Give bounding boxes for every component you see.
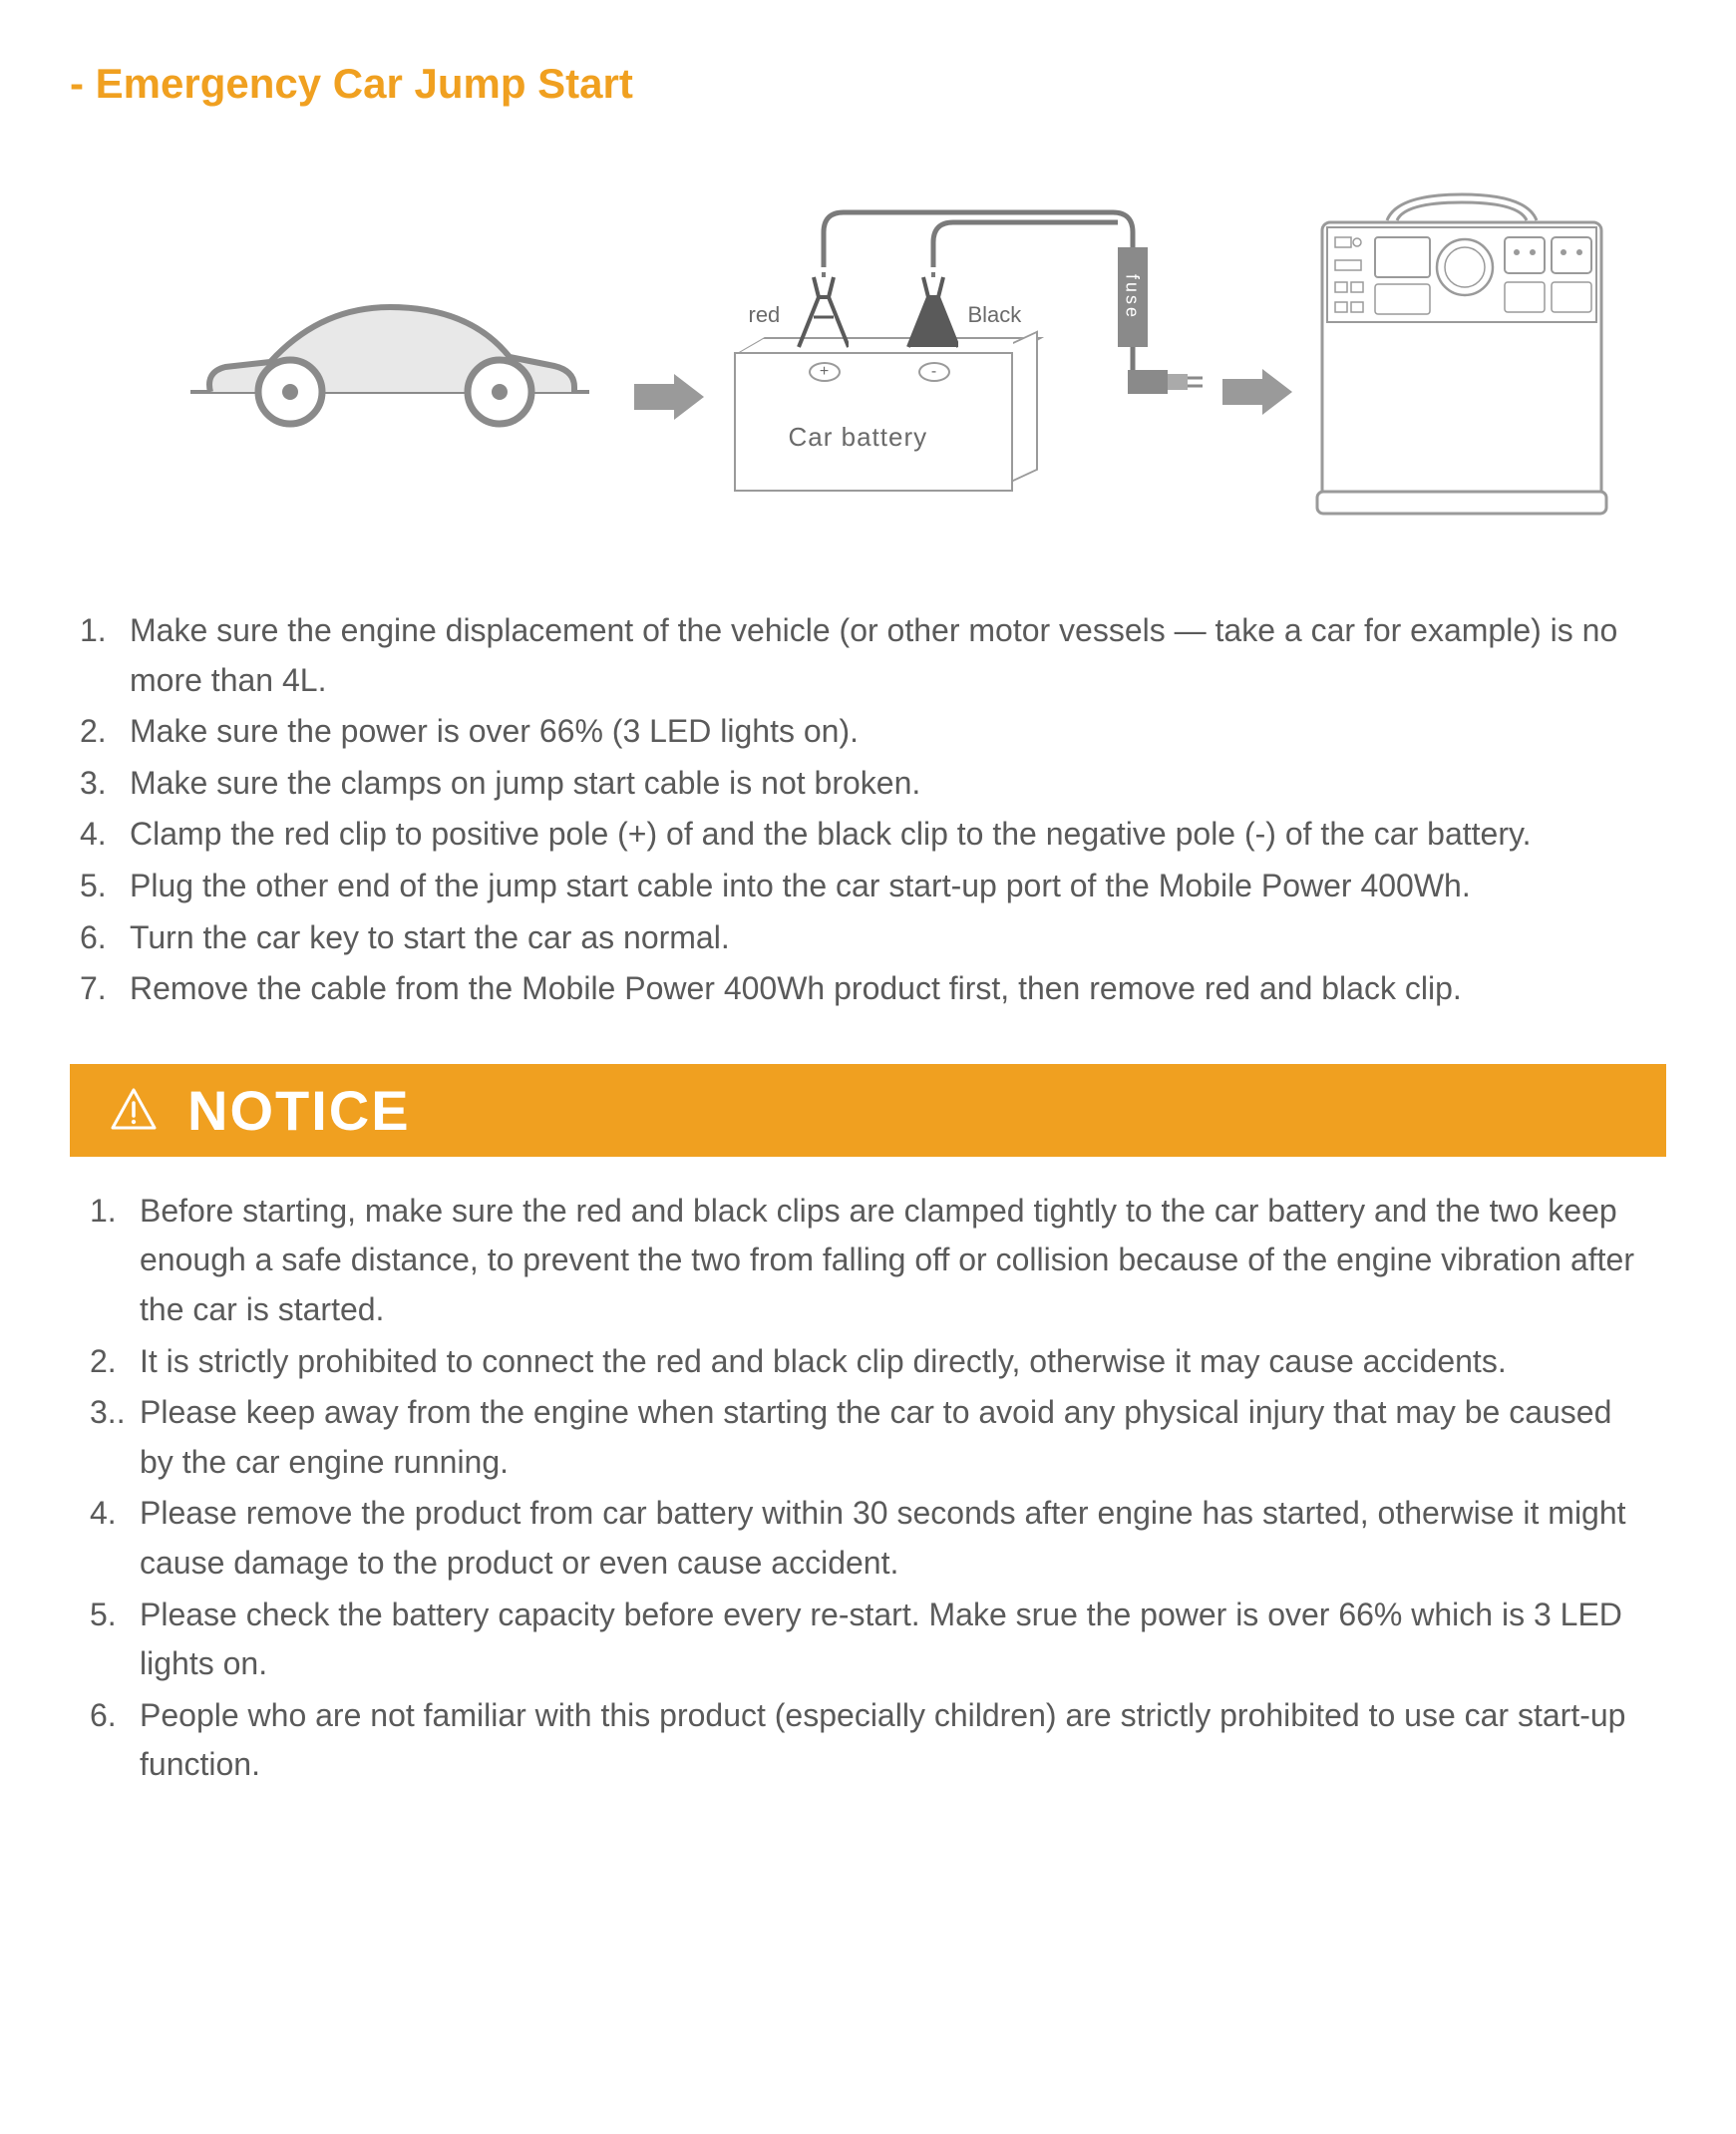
list-item-text: Please keep away from the engine when st…	[140, 1388, 1646, 1487]
jump-start-diagram: Car battery + - red Black fuse	[70, 148, 1666, 527]
list-item: 6.People who are not familiar with this …	[90, 1691, 1646, 1790]
list-item-number: 4.	[90, 1489, 140, 1588]
list-item-number: 3.	[80, 759, 130, 809]
list-item: 7.Remove the cable from the Mobile Power…	[80, 964, 1656, 1014]
list-item-number: 2.	[90, 1337, 140, 1387]
list-item: 1.Before starting, make sure the red and…	[90, 1187, 1646, 1335]
car-battery-label: Car battery	[789, 422, 928, 453]
list-item: 6.Turn the car key to start the car as n…	[80, 913, 1656, 963]
red-clamp-label: red	[749, 302, 781, 328]
list-item-number: 5.	[90, 1591, 140, 1689]
arrow-icon	[1217, 367, 1297, 417]
warning-icon	[110, 1086, 158, 1134]
arrow-icon	[629, 372, 709, 422]
list-item-number: 4.	[80, 810, 130, 860]
notice-bar: NOTICE	[70, 1064, 1666, 1157]
list-item-number: 3..	[90, 1388, 140, 1487]
list-item-number: 5.	[80, 862, 130, 911]
list-item-text: Make sure the engine displacement of the…	[130, 606, 1656, 705]
list-item-number: 6.	[80, 913, 130, 963]
notice-list: 1.Before starting, make sure the red and…	[90, 1187, 1646, 1790]
list-item: 3.Make sure the clamps on jump start cab…	[80, 759, 1656, 809]
list-item-number: 6.	[90, 1691, 140, 1790]
list-item-text: Remove the cable from the Mobile Power 4…	[130, 964, 1656, 1014]
list-item-number: 1.	[80, 606, 130, 705]
list-item-text: Please remove the product from car batte…	[140, 1489, 1646, 1588]
list-item: 5.Plug the other end of the jump start c…	[80, 862, 1656, 911]
list-item: 4.Clamp the red clip to positive pole (+…	[80, 810, 1656, 860]
cable-wire	[819, 207, 1148, 377]
car-icon	[180, 277, 599, 437]
list-item-text: Before starting, make sure the red and b…	[140, 1187, 1646, 1335]
list-item: 3..Please keep away from the engine when…	[90, 1388, 1646, 1487]
list-item-text: It is strictly prohibited to connect the…	[140, 1337, 1646, 1387]
list-item-text: Make sure the power is over 66% (3 LED l…	[130, 707, 1656, 757]
list-item: 2.It is strictly prohibited to connect t…	[90, 1337, 1646, 1387]
list-item: 5.Please check the battery capacity befo…	[90, 1591, 1646, 1689]
fuse-label: fuse	[1118, 247, 1148, 347]
power-station-icon	[1307, 182, 1616, 522]
list-item-text: Make sure the clamps on jump start cable…	[130, 759, 1656, 809]
list-item-text: Plug the other end of the jump start cab…	[130, 862, 1656, 911]
list-item-text: Turn the car key to start the car as nor…	[130, 913, 1656, 963]
list-item-number: 1.	[90, 1187, 140, 1335]
list-item: 2.Make sure the power is over 66% (3 LED…	[80, 707, 1656, 757]
section-title: - Emergency Car Jump Start	[70, 60, 1666, 108]
list-item: 1.Make sure the engine displacement of t…	[80, 606, 1656, 705]
instructions-list: 1.Make sure the engine displacement of t…	[80, 606, 1656, 1014]
list-item-number: 7.	[80, 964, 130, 1014]
list-item-text: Please check the battery capacity before…	[140, 1591, 1646, 1689]
list-item: 4.Please remove the product from car bat…	[90, 1489, 1646, 1588]
list-item-text: People who are not familiar with this pr…	[140, 1691, 1646, 1790]
list-item-number: 2.	[80, 707, 130, 757]
plug-icon	[1128, 362, 1208, 402]
notice-title: NOTICE	[187, 1078, 411, 1143]
list-item-text: Clamp the red clip to positive pole (+) …	[130, 810, 1656, 860]
